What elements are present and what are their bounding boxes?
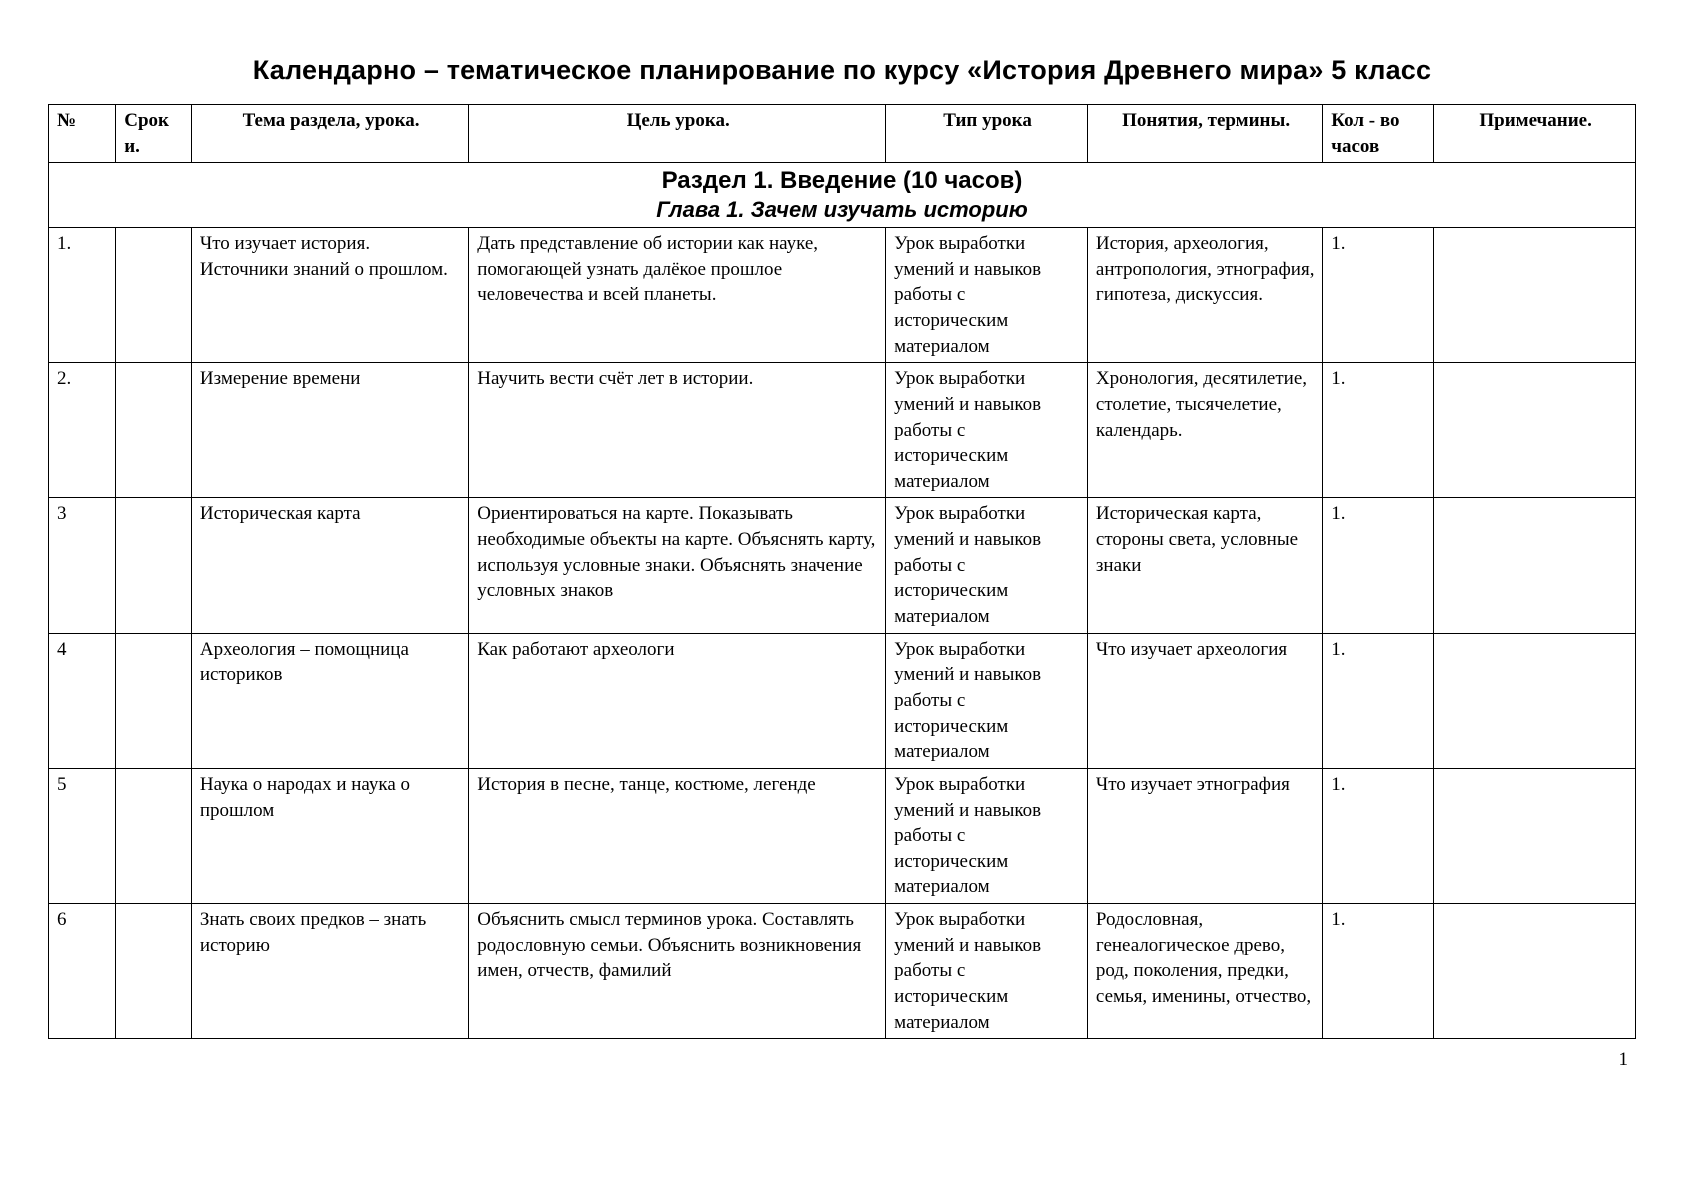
cell-terms: История, археология, антропология, этног… xyxy=(1087,228,1322,363)
section-title: Раздел 1. Введение (10 часов) xyxy=(55,165,1629,196)
section-subtitle: Глава 1. Зачем изучать историю xyxy=(55,196,1629,225)
cell-hours: 1. xyxy=(1323,228,1434,363)
table-row: 6 Знать своих предков – знать историю Об… xyxy=(49,904,1636,1039)
cell-topic: Археология – помощница историков xyxy=(191,633,468,768)
page-title: Календарно – тематическое планирование п… xyxy=(48,55,1636,86)
cell-num: 3 xyxy=(49,498,116,633)
cell-date xyxy=(116,904,192,1039)
cell-num: 5 xyxy=(49,768,116,903)
cell-terms: Хронология, десятилетие, столетие, тысяч… xyxy=(1087,363,1322,498)
cell-goal: Как работают археологи xyxy=(469,633,886,768)
cell-num: 1. xyxy=(49,228,116,363)
cell-goal: Ориентироваться на карте. Показывать нео… xyxy=(469,498,886,633)
cell-topic: Наука о народах и наука о прошлом xyxy=(191,768,468,903)
cell-topic: Знать своих предков – знать историю xyxy=(191,904,468,1039)
table-row: 2. Измерение времени Научить вести счёт … xyxy=(49,363,1636,498)
cell-type: Урок выработки умений и навыков работы с… xyxy=(886,228,1088,363)
cell-hours: 1. xyxy=(1323,633,1434,768)
cell-goal: История в песне, танце, костюме, легенде xyxy=(469,768,886,903)
cell-terms: Что изучает этнография xyxy=(1087,768,1322,903)
cell-note xyxy=(1434,768,1636,903)
cell-type: Урок выработки умений и навыков работы с… xyxy=(886,363,1088,498)
cell-date xyxy=(116,633,192,768)
planning-table: № Срок и. Тема раздела, урока. Цель урок… xyxy=(48,104,1636,1039)
table-header-row: № Срок и. Тема раздела, урока. Цель урок… xyxy=(49,105,1636,163)
cell-date xyxy=(116,498,192,633)
cell-type: Урок выработки умений и навыков работы с… xyxy=(886,768,1088,903)
cell-type: Урок выработки умений и навыков работы с… xyxy=(886,498,1088,633)
cell-note xyxy=(1434,633,1636,768)
cell-num: 6 xyxy=(49,904,116,1039)
cell-note xyxy=(1434,228,1636,363)
cell-hours: 1. xyxy=(1323,498,1434,633)
cell-note xyxy=(1434,904,1636,1039)
table-row: 4 Археология – помощница историков Как р… xyxy=(49,633,1636,768)
cell-date xyxy=(116,768,192,903)
cell-topic: Измерение времени xyxy=(191,363,468,498)
cell-goal: Научить вести счёт лет в истории. xyxy=(469,363,886,498)
col-header-terms: Понятия, термины. xyxy=(1087,105,1322,163)
cell-hours: 1. xyxy=(1323,363,1434,498)
cell-terms: Что изучает археология xyxy=(1087,633,1322,768)
cell-date xyxy=(116,228,192,363)
cell-topic: Что изучает история. Источники знаний о … xyxy=(191,228,468,363)
col-header-type: Тип урока xyxy=(886,105,1088,163)
cell-hours: 1. xyxy=(1323,904,1434,1039)
cell-num: 2. xyxy=(49,363,116,498)
cell-type: Урок выработки умений и навыков работы с… xyxy=(886,633,1088,768)
page-number: 1 xyxy=(48,1049,1636,1071)
table-row: 3 Историческая карта Ориентироваться на … xyxy=(49,498,1636,633)
table-row: 5 Наука о народах и наука о прошлом Исто… xyxy=(49,768,1636,903)
cell-note xyxy=(1434,363,1636,498)
cell-num: 4 xyxy=(49,633,116,768)
cell-date xyxy=(116,363,192,498)
col-header-num: № xyxy=(49,105,116,163)
col-header-topic: Тема раздела, урока. xyxy=(191,105,468,163)
section-header-row: Раздел 1. Введение (10 часов) Глава 1. З… xyxy=(49,163,1636,228)
cell-topic: Историческая карта xyxy=(191,498,468,633)
cell-note xyxy=(1434,498,1636,633)
col-header-date: Срок и. xyxy=(116,105,192,163)
cell-terms: Родословная, генеалогическое древо, род,… xyxy=(1087,904,1322,1039)
cell-type: Урок выработки умений и навыков работы с… xyxy=(886,904,1088,1039)
col-header-goal: Цель урока. xyxy=(469,105,886,163)
col-header-hours: Кол - во часов xyxy=(1323,105,1434,163)
cell-goal: Дать представление об истории как науке,… xyxy=(469,228,886,363)
col-header-note: Примечание. xyxy=(1434,105,1636,163)
cell-terms: Историческая карта, стороны света, услов… xyxy=(1087,498,1322,633)
cell-goal: Объяснить смысл терминов урока. Составля… xyxy=(469,904,886,1039)
table-row: 1. Что изучает история. Источники знаний… xyxy=(49,228,1636,363)
cell-hours: 1. xyxy=(1323,768,1434,903)
